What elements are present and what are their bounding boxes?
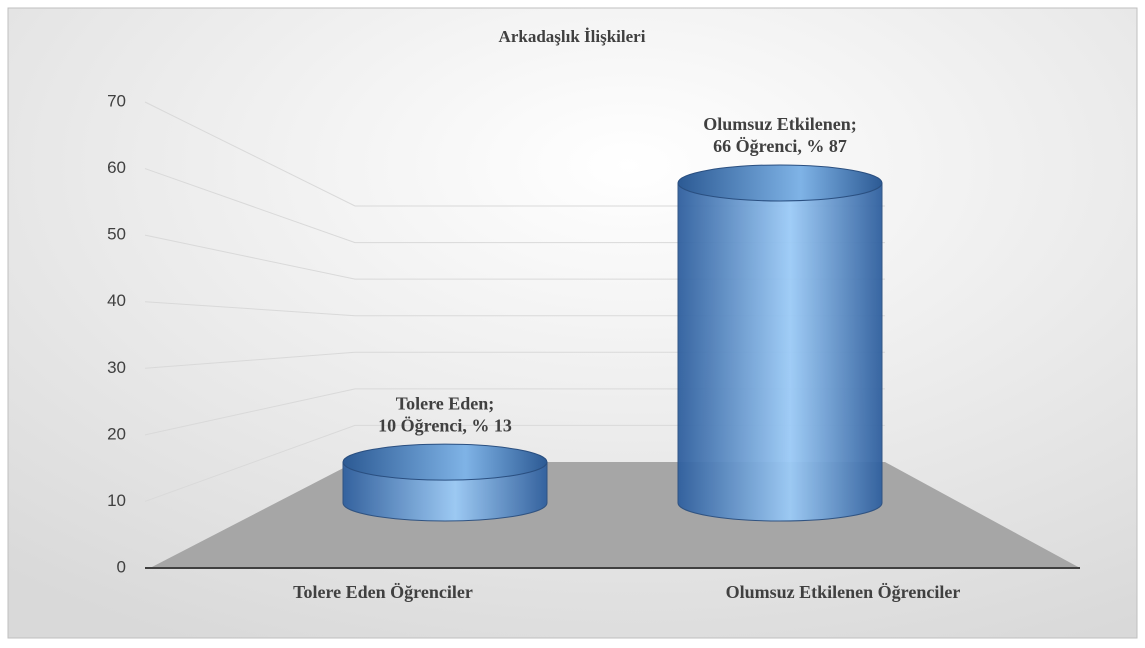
x-tick-label: Olumsuz Etkilenen Öğrenciler: [726, 582, 961, 602]
data-label: 10 Öğrenci, % 13: [378, 415, 512, 435]
y-tick-label: 50: [107, 225, 126, 244]
data-label: 66 Öğrenci, % 87: [713, 136, 847, 156]
y-tick-label: 20: [107, 424, 126, 443]
bar-top: [342, 443, 548, 481]
y-tick-label: 60: [107, 158, 126, 177]
y-tick-label: 40: [107, 291, 126, 310]
y-tick-label: 30: [107, 358, 126, 377]
x-tick-label: Tolere Eden Öğrenciler: [293, 582, 473, 602]
y-tick-label: 10: [107, 491, 126, 510]
bar: [677, 182, 883, 522]
y-tick-label: 0: [117, 557, 126, 576]
y-tick-label: 70: [107, 91, 126, 110]
data-label: Tolere Eden;: [396, 393, 495, 413]
data-label: Olumsuz Etkilenen;: [703, 114, 857, 134]
bar-top: [677, 164, 883, 202]
chart-title: Arkadaşlık İlişkileri: [499, 27, 646, 46]
